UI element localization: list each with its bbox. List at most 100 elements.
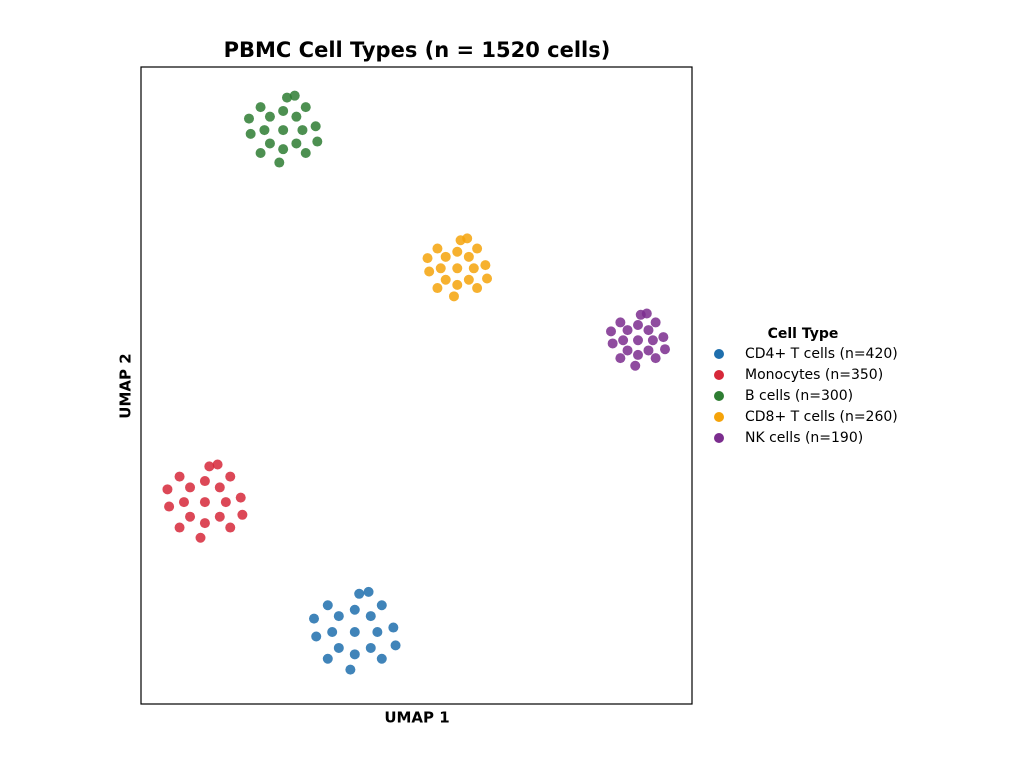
point xyxy=(607,338,618,349)
point xyxy=(237,509,248,520)
point xyxy=(310,121,321,132)
point xyxy=(300,102,311,113)
point xyxy=(422,253,433,264)
legend-marker xyxy=(714,433,724,443)
legend: Cell Type CD4+ T cells (n=420) Monocytes … xyxy=(714,326,898,446)
point xyxy=(312,136,323,147)
legend-label: CD4+ T cells (n=420) xyxy=(745,346,898,362)
point xyxy=(278,125,289,136)
point xyxy=(178,497,189,508)
legend-label: NK cells (n=190) xyxy=(745,430,863,446)
point xyxy=(243,113,254,124)
point xyxy=(220,497,231,508)
point xyxy=(650,317,661,328)
point xyxy=(452,263,463,274)
point xyxy=(376,600,387,611)
point xyxy=(622,345,633,356)
point xyxy=(365,611,376,622)
point xyxy=(622,325,633,336)
point xyxy=(435,263,446,274)
legend-label: CD8+ T cells (n=260) xyxy=(745,409,898,425)
y-axis-label: UMAP 2 xyxy=(117,353,135,418)
point xyxy=(448,291,459,302)
point xyxy=(452,279,463,290)
point xyxy=(212,459,223,470)
point xyxy=(463,251,474,262)
point xyxy=(424,266,435,277)
point xyxy=(274,157,285,168)
point xyxy=(363,586,374,597)
point xyxy=(195,532,206,543)
point xyxy=(630,360,641,371)
point xyxy=(291,138,302,149)
point xyxy=(354,588,365,599)
point xyxy=(376,653,387,664)
point xyxy=(349,604,360,615)
point xyxy=(349,649,360,660)
point xyxy=(278,144,289,155)
point xyxy=(185,482,196,493)
point xyxy=(440,251,451,262)
point xyxy=(282,92,293,103)
point xyxy=(225,522,236,533)
point xyxy=(468,263,479,274)
point xyxy=(660,344,671,355)
point xyxy=(264,138,275,149)
legend-label: Monocytes (n=350) xyxy=(745,367,883,383)
legend-marker xyxy=(714,349,724,359)
point xyxy=(480,260,491,271)
point xyxy=(311,631,322,642)
point xyxy=(333,611,344,622)
point xyxy=(388,622,399,633)
point xyxy=(255,102,266,113)
point xyxy=(214,482,225,493)
point xyxy=(633,335,644,346)
point xyxy=(372,627,383,638)
point xyxy=(174,471,185,482)
point xyxy=(472,283,483,294)
point xyxy=(264,111,275,122)
point xyxy=(345,664,356,675)
point xyxy=(440,274,451,285)
point xyxy=(658,332,669,343)
point xyxy=(235,492,246,503)
point xyxy=(432,243,443,254)
point xyxy=(432,283,443,294)
point xyxy=(185,511,196,522)
point xyxy=(278,105,289,116)
point xyxy=(641,308,652,319)
point xyxy=(618,335,629,346)
point xyxy=(245,128,256,139)
point xyxy=(462,233,473,244)
point xyxy=(327,627,338,638)
point xyxy=(291,111,302,122)
point xyxy=(164,501,175,512)
point xyxy=(615,353,626,364)
point xyxy=(199,476,210,487)
x-axis-label: UMAP 1 xyxy=(384,709,449,727)
point xyxy=(255,147,266,158)
point xyxy=(606,326,617,337)
legend-marker xyxy=(714,391,724,401)
point xyxy=(463,274,474,285)
point xyxy=(225,471,236,482)
point xyxy=(633,349,644,360)
point xyxy=(643,345,654,356)
plot-frame xyxy=(140,66,693,705)
legend-marker xyxy=(714,370,724,380)
chart-title: PBMC Cell Types (n = 1520 cells) xyxy=(224,38,611,62)
legend-marker xyxy=(714,412,724,422)
point xyxy=(199,518,210,529)
point xyxy=(472,243,483,254)
point xyxy=(322,600,333,611)
point xyxy=(390,640,401,651)
point xyxy=(322,653,333,664)
legend-label: B cells (n=300) xyxy=(745,388,853,404)
point xyxy=(204,461,215,472)
point xyxy=(297,125,308,136)
point xyxy=(482,273,493,284)
point xyxy=(633,319,644,330)
point xyxy=(615,317,626,328)
plot-points xyxy=(162,90,671,675)
